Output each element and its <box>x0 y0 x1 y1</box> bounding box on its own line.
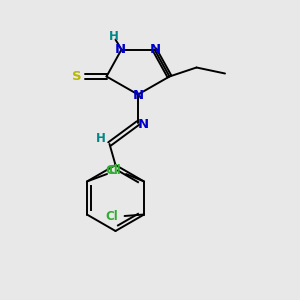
Text: H: H <box>96 132 105 145</box>
Text: Cl: Cl <box>109 164 122 178</box>
Text: Cl: Cl <box>105 164 118 178</box>
Text: Cl: Cl <box>106 209 118 223</box>
Text: N: N <box>138 118 149 131</box>
Text: N: N <box>115 43 126 56</box>
Text: N: N <box>150 43 161 56</box>
Text: N: N <box>132 88 144 102</box>
Text: S: S <box>72 70 81 83</box>
Text: H: H <box>109 29 119 43</box>
